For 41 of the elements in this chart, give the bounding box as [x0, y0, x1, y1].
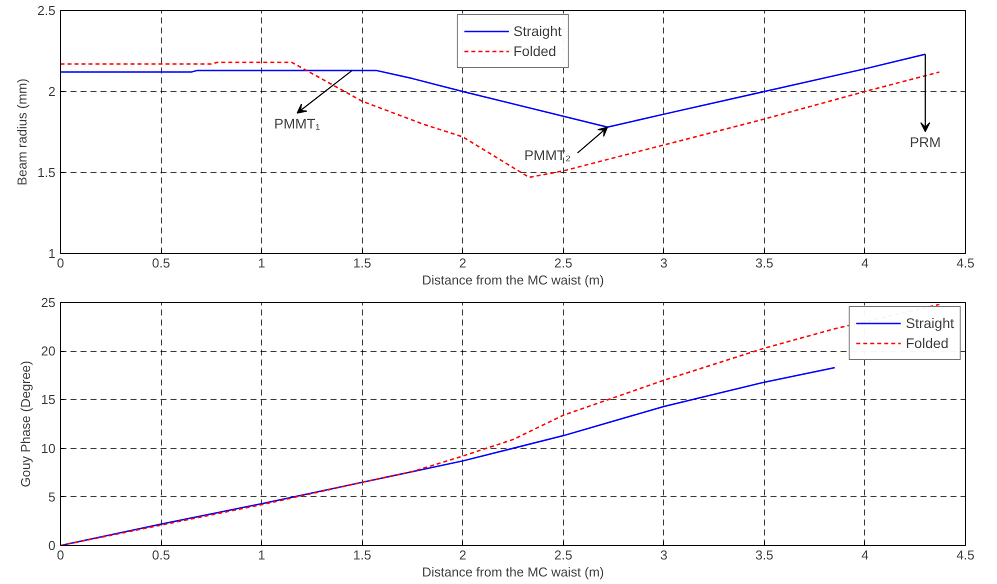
- y-tick-label: 15: [41, 392, 56, 408]
- x-tick-label: 2: [459, 256, 466, 270]
- x-tick-label: 4.5: [956, 548, 975, 562]
- x-tick-label: 1: [258, 256, 266, 270]
- y-tick-label: 1.5: [37, 165, 56, 180]
- line-series: [60, 62, 940, 178]
- legend-label: Folded: [513, 43, 556, 59]
- y-tick-label: 5: [48, 489, 56, 504]
- x-tick-label: 3.5: [755, 256, 774, 270]
- x-tick-label: 3: [660, 256, 668, 270]
- x-tick-label: 4.5: [956, 256, 975, 270]
- x-tick-label: 2.5: [554, 256, 572, 270]
- y-tick-label: 25: [41, 295, 56, 310]
- y-tick-label: 2.5: [37, 3, 56, 18]
- y-axis-title: Beam radius (mm): [14, 78, 30, 186]
- annotation: PRM: [910, 134, 941, 150]
- legend-label: Straight: [906, 315, 954, 331]
- y-tick-label: 1: [48, 246, 56, 261]
- x-tick-label: 3.5: [755, 548, 774, 562]
- y-tick-label: 20: [41, 344, 56, 359]
- x-tick-label: 0.5: [152, 548, 170, 562]
- y-tick-label: 10: [41, 440, 56, 456]
- y-tick-label: 0: [48, 538, 56, 553]
- x-tick-label: 2: [459, 548, 466, 562]
- line-series: [60, 366, 836, 546]
- annotation: PMMT₂: [524, 147, 571, 164]
- x-tick-label: 4: [861, 256, 869, 270]
- x-tick-label: 1: [258, 548, 266, 562]
- x-tick-label: 4: [861, 548, 869, 562]
- x-tick-label: 2.5: [554, 548, 572, 562]
- legend-label: Folded: [906, 335, 949, 351]
- x-tick-label: 3: [660, 548, 668, 562]
- x-tick-label: 1.5: [353, 548, 372, 562]
- legend-label: Straight: [513, 23, 562, 39]
- y-tick-label: 2: [48, 84, 56, 99]
- annotation: PMMT₁: [274, 115, 320, 132]
- x-axis-title: Distance from the MC waist (m): [422, 272, 604, 288]
- x-tick-label: 0.5: [152, 256, 170, 270]
- y-axis-title: Gouy Phase (Degree): [18, 360, 34, 488]
- x-axis-title: Distance from the MC waist (m): [422, 564, 604, 580]
- x-tick-label: 1.5: [353, 256, 372, 270]
